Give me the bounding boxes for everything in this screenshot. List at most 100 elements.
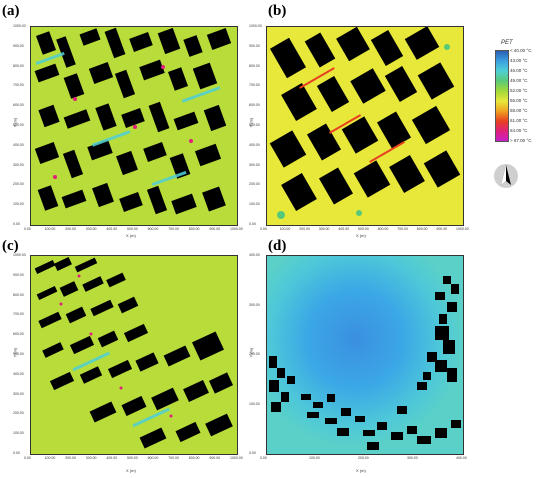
x-tick-label: 1000.00: [230, 227, 243, 231]
y-tick-label: 600.00: [249, 103, 260, 108]
panel-b-letter: (b): [268, 3, 287, 19]
x-tick-label: 0.00: [260, 456, 267, 460]
panel-c-xlabel: X (m): [126, 468, 136, 473]
y-tick-label: 700.00: [13, 312, 24, 317]
map-b-svg: [267, 27, 463, 225]
map-d-svg: [267, 256, 463, 454]
legend-entry-label: < 40.00 °C: [510, 48, 532, 53]
map-panel-a: [30, 26, 238, 226]
y-tick-label: 500.00: [13, 352, 24, 356]
x-tick-label: 200.00: [358, 456, 369, 460]
x-tick-label: 700.00: [397, 227, 408, 231]
y-tick-label: 400.00: [249, 142, 260, 147]
x-tick-label: 300.00: [318, 227, 330, 231]
panel-b-xlabel: X (m): [356, 233, 366, 238]
x-tick-label: 100.00: [44, 227, 56, 231]
x-tick-label: 1000.00: [230, 456, 243, 460]
y-tick-label: 300.00: [13, 162, 24, 167]
x-tick-label: 100.00: [279, 227, 291, 231]
x-tick-label: 900.00: [436, 227, 448, 231]
legend-entry-label: 55.00 °C: [510, 98, 528, 103]
x-tick-label: 200.00: [299, 227, 310, 231]
x-tick-label: 600.00: [147, 456, 159, 460]
map-panel-b: [266, 26, 464, 226]
y-tick-label: 100.00: [249, 202, 260, 207]
legend-entry-label: 46.00 °C: [510, 68, 528, 73]
x-tick-label: 600.00: [147, 227, 159, 231]
x-tick-label: 0.00: [24, 227, 31, 231]
legend-title: PET: [501, 40, 513, 46]
x-tick-label: 400.00: [106, 456, 118, 460]
y-tick-label: 0.00: [13, 451, 20, 455]
legend-color-bar: [495, 50, 509, 142]
x-tick-label: 200.00: [65, 227, 76, 231]
north-arrow-icon: [494, 164, 518, 188]
panel-d-xlabel: X (m): [356, 468, 366, 473]
y-tick-label: 100.00: [13, 431, 24, 436]
y-tick-label: 400.00: [13, 371, 24, 376]
map-panel-d: [266, 255, 464, 455]
x-tick-label: 500.00: [127, 227, 138, 231]
x-tick-label: 300.00: [85, 227, 97, 231]
legend-entry-label: 64.00 °C: [510, 128, 528, 133]
y-tick-label: 900.00: [13, 272, 24, 277]
map-c-svg: [31, 256, 237, 454]
y-tick-label: 300.00: [249, 302, 260, 307]
x-tick-label: 700.00: [168, 456, 179, 460]
panel-a-letter: (a): [2, 3, 20, 19]
x-tick-label: 100.00: [309, 456, 320, 460]
x-tick-label: 600.00: [377, 227, 389, 231]
y-tick-label: 0.00: [249, 222, 256, 226]
x-tick-label: 500.00: [358, 227, 369, 231]
y-tick-label: 500.00: [13, 123, 24, 127]
y-tick-label: 600.00: [13, 103, 24, 108]
legend-entry-label: 52.00 °C: [510, 88, 528, 93]
y-tick-label: 200.00: [249, 182, 260, 187]
x-tick-label: 400.00: [456, 456, 467, 460]
legend-entry-label: 43.00 °C: [510, 58, 528, 63]
y-tick-label: 800.00: [249, 63, 260, 68]
legend-entry-label: 58.00 °C: [510, 108, 528, 113]
y-tick-label: 200.00: [13, 411, 24, 416]
x-tick-label: 500.00: [127, 456, 138, 460]
y-tick-label: 200.00: [249, 352, 260, 356]
y-tick-label: 300.00: [13, 391, 24, 396]
x-tick-label: 200.00: [65, 456, 76, 460]
y-tick-label: 0.00: [249, 451, 256, 455]
y-tick-label: 800.00: [13, 292, 24, 297]
y-tick-label: 700.00: [249, 83, 260, 88]
x-tick-label: 900.00: [209, 456, 221, 460]
legend-entry-label: > 67.00 °C: [510, 138, 532, 143]
panel-c-letter: (c): [2, 238, 19, 254]
y-tick-label: 100.00: [249, 401, 260, 406]
x-tick-label: 1000.00: [456, 227, 469, 231]
y-tick-label: 300.00: [249, 162, 260, 167]
map-a-svg: [31, 27, 237, 225]
y-tick-label: 700.00: [13, 83, 24, 88]
legend-entry-label: 49.00 °C: [510, 78, 528, 83]
x-tick-label: 0.00: [260, 227, 267, 231]
y-tick-label: 100.00: [13, 202, 24, 207]
y-tick-label: 900.00: [13, 43, 24, 48]
x-tick-label: 800.00: [416, 227, 428, 231]
x-tick-label: 800.00: [188, 227, 200, 231]
legend-entry-label: 61.00 °C: [510, 118, 528, 123]
x-tick-label: 400.00: [106, 227, 118, 231]
map-panel-c: [30, 255, 238, 455]
y-tick-label: 900.00: [249, 43, 260, 48]
y-tick-label: 600.00: [13, 332, 24, 337]
y-tick-label: 400.00: [249, 253, 260, 257]
y-tick-label: 1000.00: [13, 253, 26, 257]
y-tick-label: 1000.00: [13, 24, 26, 28]
x-tick-label: 700.00: [168, 227, 179, 231]
x-tick-label: 900.00: [209, 227, 221, 231]
x-tick-label: 0.00: [24, 456, 31, 460]
y-tick-label: 1000.00: [249, 24, 262, 28]
y-tick-label: 200.00: [13, 182, 24, 187]
panel-a-xlabel: X (m): [126, 233, 136, 238]
panel-d-letter: (d): [268, 238, 287, 254]
x-tick-label: 300.00: [85, 456, 97, 460]
y-tick-label: 400.00: [13, 142, 24, 147]
x-tick-label: 800.00: [188, 456, 200, 460]
x-tick-label: 100.00: [44, 456, 56, 460]
